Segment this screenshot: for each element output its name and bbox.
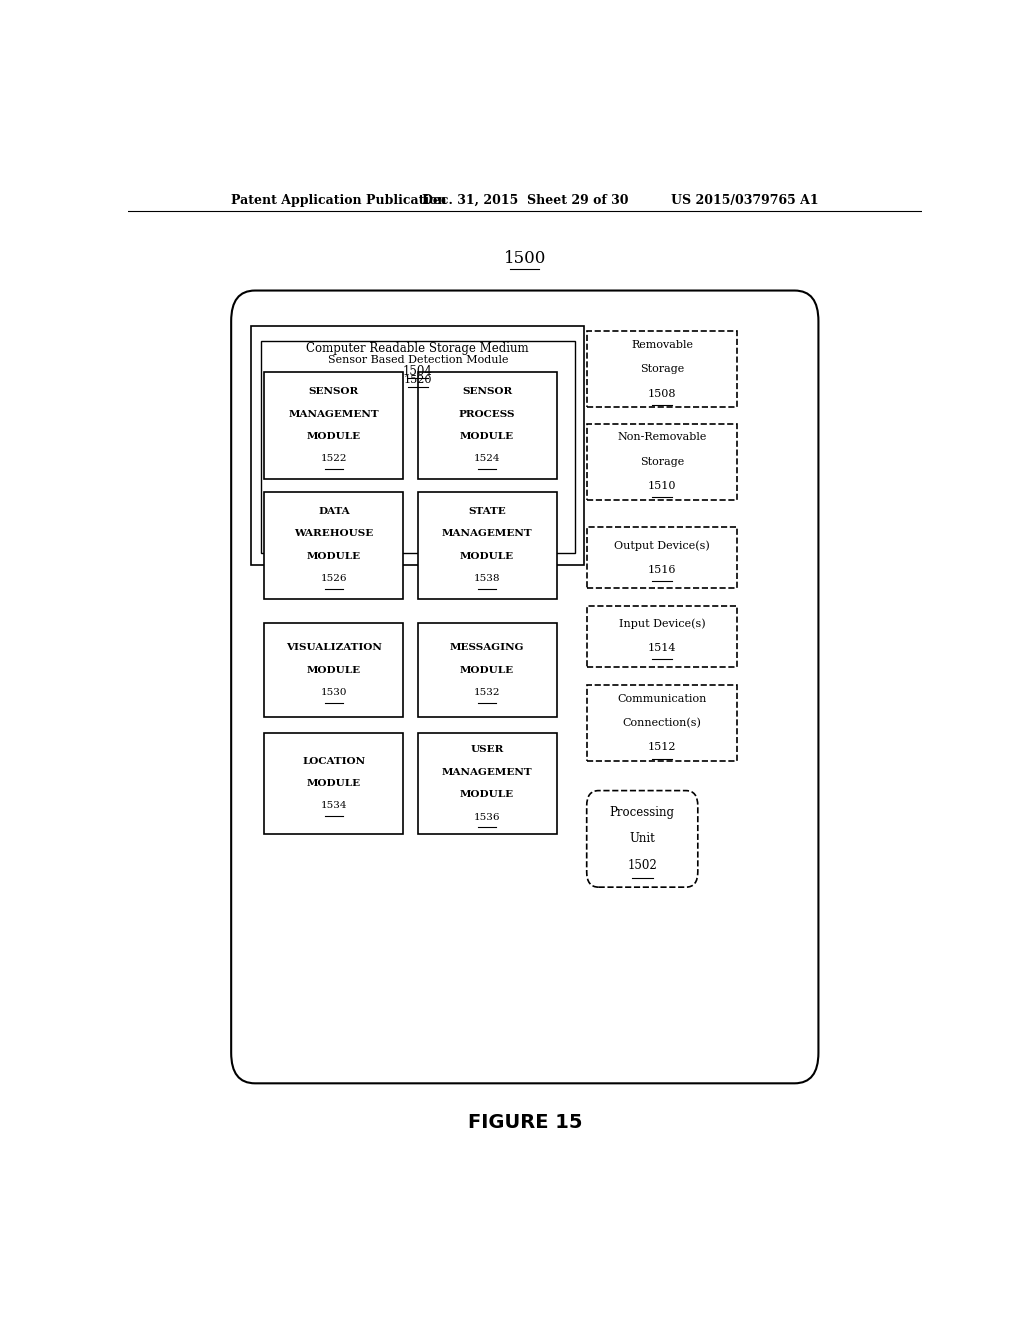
Text: MODULE: MODULE: [460, 552, 514, 561]
Bar: [418, 623, 557, 718]
Bar: [587, 685, 737, 762]
Text: MANAGEMENT: MANAGEMENT: [289, 409, 379, 418]
Bar: [418, 733, 557, 834]
Text: Non-Removable: Non-Removable: [617, 433, 707, 442]
FancyBboxPatch shape: [231, 290, 818, 1084]
Text: MODULE: MODULE: [307, 779, 361, 788]
Bar: [587, 331, 737, 408]
Text: MODULE: MODULE: [307, 432, 361, 441]
Bar: [261, 342, 574, 553]
Text: 1538: 1538: [474, 574, 501, 583]
Text: MODULE: MODULE: [307, 552, 361, 561]
Bar: [251, 326, 585, 565]
Text: 1530: 1530: [321, 688, 347, 697]
Text: USER: USER: [470, 746, 504, 755]
Text: US 2015/0379765 A1: US 2015/0379765 A1: [671, 194, 818, 207]
Bar: [264, 623, 403, 718]
Text: FIGURE 15: FIGURE 15: [468, 1113, 582, 1133]
Text: 1520: 1520: [403, 375, 432, 385]
Text: 1522: 1522: [321, 454, 347, 463]
Bar: [264, 372, 403, 479]
Text: Unit: Unit: [630, 833, 655, 845]
Text: Patent Application Publication: Patent Application Publication: [231, 194, 446, 207]
Text: Computer Readable Storage Medium: Computer Readable Storage Medium: [306, 342, 529, 355]
Text: 1526: 1526: [321, 574, 347, 583]
Text: Storage: Storage: [640, 364, 684, 375]
Text: 1510: 1510: [648, 482, 676, 491]
Text: 1504: 1504: [402, 364, 432, 378]
Text: 1502: 1502: [628, 859, 657, 871]
Text: 1536: 1536: [474, 813, 501, 821]
Text: WAREHOUSE: WAREHOUSE: [294, 529, 374, 539]
Text: Storage: Storage: [640, 457, 684, 467]
Text: 1524: 1524: [474, 454, 501, 463]
Text: SENSOR: SENSOR: [462, 387, 512, 396]
Bar: [418, 492, 557, 598]
Text: PROCESS: PROCESS: [459, 409, 515, 418]
FancyBboxPatch shape: [587, 791, 697, 887]
Bar: [587, 528, 737, 589]
Text: 1514: 1514: [648, 643, 676, 653]
Text: Communication: Communication: [617, 693, 707, 704]
Text: Dec. 31, 2015  Sheet 29 of 30: Dec. 31, 2015 Sheet 29 of 30: [422, 194, 628, 207]
Text: Connection(s): Connection(s): [623, 718, 701, 729]
Text: SENSOR: SENSOR: [309, 387, 359, 396]
Text: Processing: Processing: [609, 807, 675, 818]
Text: 1512: 1512: [648, 742, 676, 752]
Text: DATA: DATA: [318, 507, 350, 516]
Text: 1532: 1532: [474, 688, 501, 697]
Text: Sensor Based Detection Module: Sensor Based Detection Module: [328, 355, 508, 364]
Text: MODULE: MODULE: [307, 665, 361, 675]
Text: Removable: Removable: [631, 341, 693, 350]
Text: MESSAGING: MESSAGING: [450, 643, 524, 652]
Bar: [264, 733, 403, 834]
Text: 1500: 1500: [504, 251, 546, 267]
Bar: [418, 372, 557, 479]
Text: MODULE: MODULE: [460, 432, 514, 441]
Text: Input Device(s): Input Device(s): [618, 619, 706, 630]
Text: MANAGEMENT: MANAGEMENT: [441, 768, 532, 776]
Text: MODULE: MODULE: [460, 665, 514, 675]
Bar: [587, 606, 737, 667]
Text: STATE: STATE: [468, 507, 506, 516]
Text: MODULE: MODULE: [460, 791, 514, 799]
Text: Output Device(s): Output Device(s): [614, 540, 710, 550]
Text: VISUALIZATION: VISUALIZATION: [286, 643, 382, 652]
Text: 1516: 1516: [648, 565, 676, 576]
Text: 1508: 1508: [648, 388, 676, 399]
Bar: [264, 492, 403, 598]
Text: MANAGEMENT: MANAGEMENT: [441, 529, 532, 539]
Bar: [587, 424, 737, 500]
Text: LOCATION: LOCATION: [302, 756, 366, 766]
Text: 1534: 1534: [321, 801, 347, 810]
